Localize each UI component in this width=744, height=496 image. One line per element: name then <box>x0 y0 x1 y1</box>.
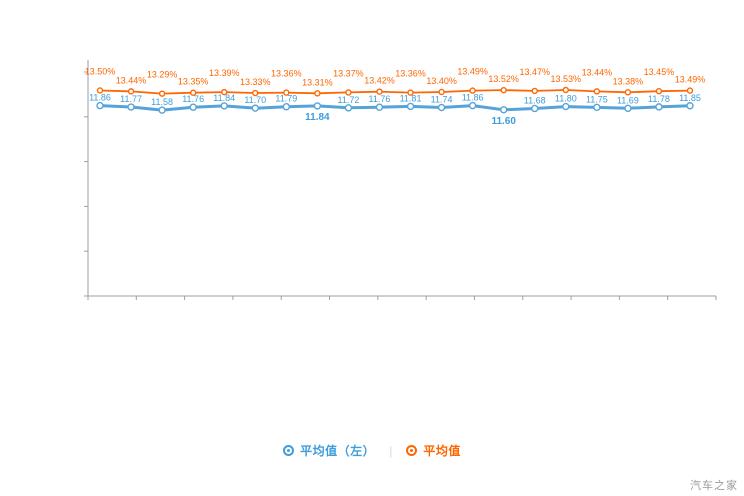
legend-marker-icon <box>283 445 295 456</box>
data-point-marker <box>344 104 353 112</box>
data-point-marker <box>127 103 135 111</box>
data-point-label: 13.50% <box>85 66 116 76</box>
data-point-label: 13.52% <box>488 74 519 84</box>
data-point-label: 13.40% <box>426 76 457 86</box>
legend-item-label: 平均值（左） <box>300 444 376 458</box>
data-point-label: 13.49% <box>675 75 706 85</box>
data-point-label: 13.37% <box>333 68 364 78</box>
legend-item-blue[interactable]: 平均值（左） <box>283 442 375 459</box>
data-point-label: 11.80 <box>555 94 577 104</box>
legend-item-orange[interactable]: 平均值 <box>406 442 461 459</box>
data-point-label: 11.84 <box>213 93 235 103</box>
data-point-marker <box>221 88 228 96</box>
data-point-label: 13.35% <box>178 77 209 87</box>
data-point-marker <box>96 87 104 94</box>
data-point-marker <box>158 90 166 97</box>
data-point-label: 13.53% <box>551 74 582 84</box>
data-point-label: 11.60 <box>491 116 516 127</box>
data-point-marker <box>127 88 135 95</box>
data-point-marker <box>189 103 197 111</box>
series-blue: 11.86 11.77 11.58 11.76 11.84 11.70 11.79 11.84… <box>89 93 701 127</box>
axes <box>84 60 717 300</box>
data-point-marker <box>220 102 228 110</box>
data-point-label: 13.47% <box>519 67 550 77</box>
series-line <box>98 104 692 112</box>
data-point-marker <box>375 103 384 111</box>
data-point-marker <box>376 88 383 95</box>
data-point-label: 11.79 <box>275 94 297 104</box>
data-point-label: 11.70 <box>244 95 266 105</box>
data-point-label: 13.36% <box>271 69 302 79</box>
data-point-marker <box>593 88 601 95</box>
trend-chart: 11.86 11.77 11.58 11.76 11.84 11.70 11.79 11.84… <box>84 60 717 300</box>
data-point-label: 13.39% <box>209 68 240 78</box>
data-point-marker <box>686 102 694 110</box>
data-point-marker <box>500 86 507 94</box>
data-point-marker <box>282 103 291 111</box>
data-point-label: 13.38% <box>613 76 644 86</box>
watermark-autohome: 汽车之家 <box>690 480 738 492</box>
data-point-marker <box>437 103 446 112</box>
legend-item-label: 平均值 <box>423 444 461 458</box>
data-point-marker <box>531 104 539 113</box>
series-orange: 13.50%13.44%13.29%13.35%13.39%13.33%13.3… <box>85 66 706 97</box>
legend-marker-icon <box>406 445 418 456</box>
data-point-marker <box>469 87 476 94</box>
legend-divider: | <box>389 443 393 458</box>
data-point-marker <box>407 89 414 96</box>
data-point-label: 11.86 <box>89 93 111 103</box>
data-point-label: 13.44% <box>116 75 147 85</box>
data-point-label: 11.76 <box>369 94 391 104</box>
data-point-marker <box>499 106 508 114</box>
data-point-label: 13.33% <box>240 77 271 87</box>
data-point-marker <box>251 104 259 112</box>
data-point-marker <box>468 101 477 110</box>
series-line <box>99 89 691 95</box>
data-point-label: 13.31% <box>302 77 333 87</box>
data-point-label: 11.76 <box>182 94 204 104</box>
data-point-marker <box>252 89 259 97</box>
data-point-marker <box>593 103 601 112</box>
data-point-marker <box>624 89 632 96</box>
data-point-label: 11.69 <box>617 95 639 105</box>
data-point-label: 11.78 <box>648 94 670 104</box>
data-point-marker <box>655 88 663 95</box>
data-point-marker <box>96 101 104 110</box>
data-point-marker <box>314 90 321 97</box>
data-point-label: 11.68 <box>524 95 546 105</box>
data-point-label: 11.85 <box>679 93 701 103</box>
data-point-marker <box>438 88 445 96</box>
data-point-label: 11.84 <box>305 112 330 123</box>
data-point-label: 13.45% <box>644 67 675 77</box>
data-point-marker <box>406 102 415 111</box>
data-point-marker <box>686 87 694 94</box>
data-point-marker <box>189 89 197 96</box>
data-point-label: 13.42% <box>364 76 395 86</box>
data-point-label: 11.58 <box>151 97 173 107</box>
data-point-label: 13.49% <box>457 67 488 77</box>
data-point-marker <box>283 89 290 96</box>
chart-legend: 平均值（左） | 平均值 <box>0 442 744 459</box>
data-point-label: 11.86 <box>462 93 484 103</box>
data-point-label: 13.44% <box>582 67 613 77</box>
data-point-marker <box>562 86 569 94</box>
data-point-marker <box>158 106 166 114</box>
data-point-marker <box>531 87 538 95</box>
data-point-marker <box>313 102 322 110</box>
data-point-marker <box>345 89 352 96</box>
data-point-marker <box>624 104 632 113</box>
data-point-marker <box>655 103 663 111</box>
data-point-label: 11.81 <box>400 93 422 103</box>
data-point-label: 11.77 <box>120 94 142 104</box>
data-point-label: 13.36% <box>395 69 426 79</box>
data-point-label: 11.74 <box>431 95 453 105</box>
data-point-label: 11.72 <box>337 95 359 105</box>
data-point-label: 13.29% <box>147 70 178 80</box>
data-point-marker <box>562 102 570 111</box>
data-point-label: 11.75 <box>586 94 608 104</box>
